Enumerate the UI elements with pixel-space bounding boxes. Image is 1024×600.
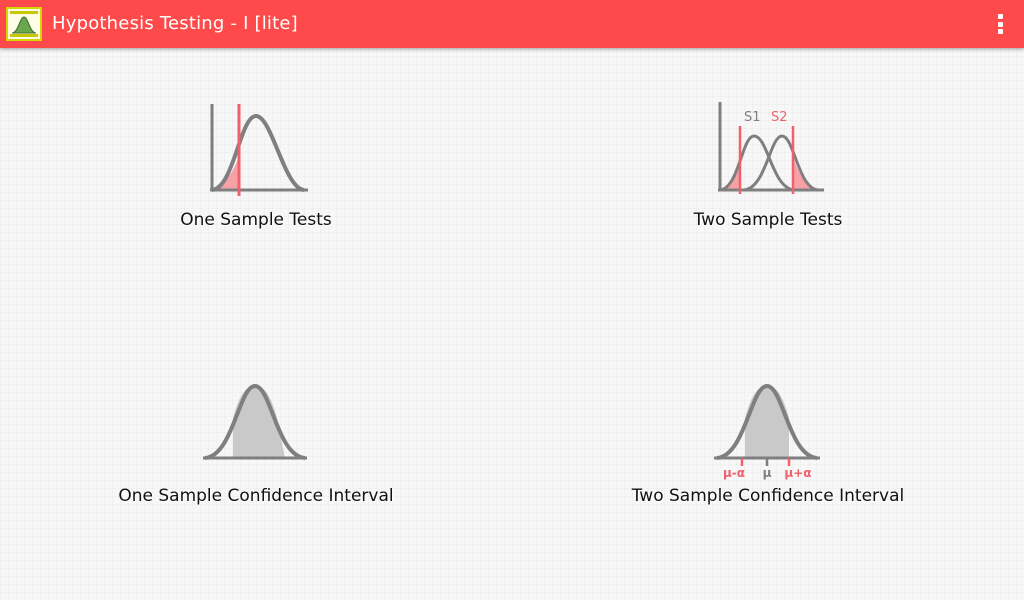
two-sample-ci-icon: μ-α μ μ+α [714, 383, 820, 480]
tile-label: One Sample Confidence Interval [118, 486, 394, 506]
axis-label-mu: μ [763, 466, 772, 480]
tile-label: Two Sample Tests [693, 210, 843, 230]
axis-label-mu-minus-alpha: μ-α [723, 466, 745, 480]
app-title: Hypothesis Testing - I [lite] [52, 13, 298, 34]
overflow-menu-icon[interactable] [990, 12, 1010, 36]
two-sample-ci-button[interactable]: μ-α μ μ+α Two Sample Confidence Interval [618, 380, 918, 510]
two-sample-tests-button[interactable]: S1 S2 Two Sample Tests [668, 96, 868, 236]
bell-curve-app-icon [6, 7, 42, 41]
two-sample-test-icon: S1 S2 [718, 102, 824, 194]
one-sample-ci-icon [203, 383, 307, 460]
tile-label: Two Sample Confidence Interval [631, 486, 905, 506]
one-sample-ci-button[interactable]: One Sample Confidence Interval [106, 380, 406, 510]
one-sample-test-icon [210, 104, 308, 196]
axis-label-mu-plus-alpha: μ+α [784, 466, 811, 480]
app-bar: Hypothesis Testing - I [lite] [0, 0, 1024, 48]
one-sample-tests-button[interactable]: One Sample Tests [156, 96, 356, 236]
series-label-s1: S1 [744, 110, 761, 125]
series-label-s2: S2 [771, 110, 788, 125]
app-logo-graphic [10, 11, 38, 37]
tile-label: One Sample Tests [180, 210, 332, 230]
